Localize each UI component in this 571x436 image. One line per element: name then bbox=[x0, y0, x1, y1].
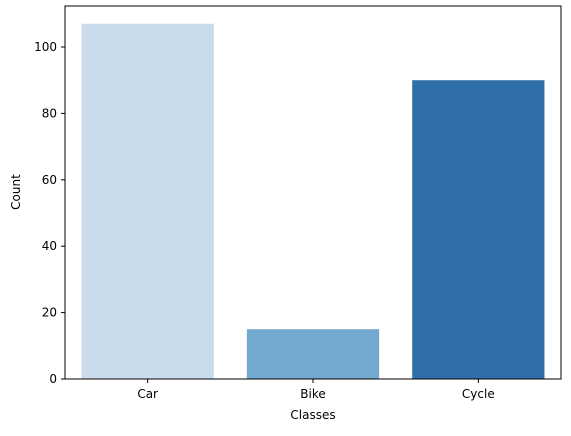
x-axis-ticks: Car Bike Cycle bbox=[137, 379, 495, 401]
bar-bike bbox=[246, 329, 380, 379]
x-tick-label: Car bbox=[137, 387, 158, 401]
y-tick-label: 80 bbox=[42, 106, 57, 120]
y-axis-label: Count bbox=[9, 174, 23, 210]
y-tick-label: 0 bbox=[49, 372, 57, 386]
x-axis-label: Classes bbox=[290, 408, 335, 422]
y-tick-label: 20 bbox=[42, 306, 57, 320]
y-tick-label: 60 bbox=[42, 173, 57, 187]
x-tick-label: Bike bbox=[300, 387, 325, 401]
y-tick-label: 40 bbox=[42, 239, 57, 253]
y-tick-label: 100 bbox=[34, 40, 57, 54]
x-tick-label: Cycle bbox=[462, 387, 495, 401]
bars-layer bbox=[81, 23, 545, 380]
bar-car bbox=[81, 23, 214, 380]
bar-cycle bbox=[412, 80, 545, 379]
y-axis-ticks: 0 20 40 60 80 100 bbox=[34, 40, 65, 386]
